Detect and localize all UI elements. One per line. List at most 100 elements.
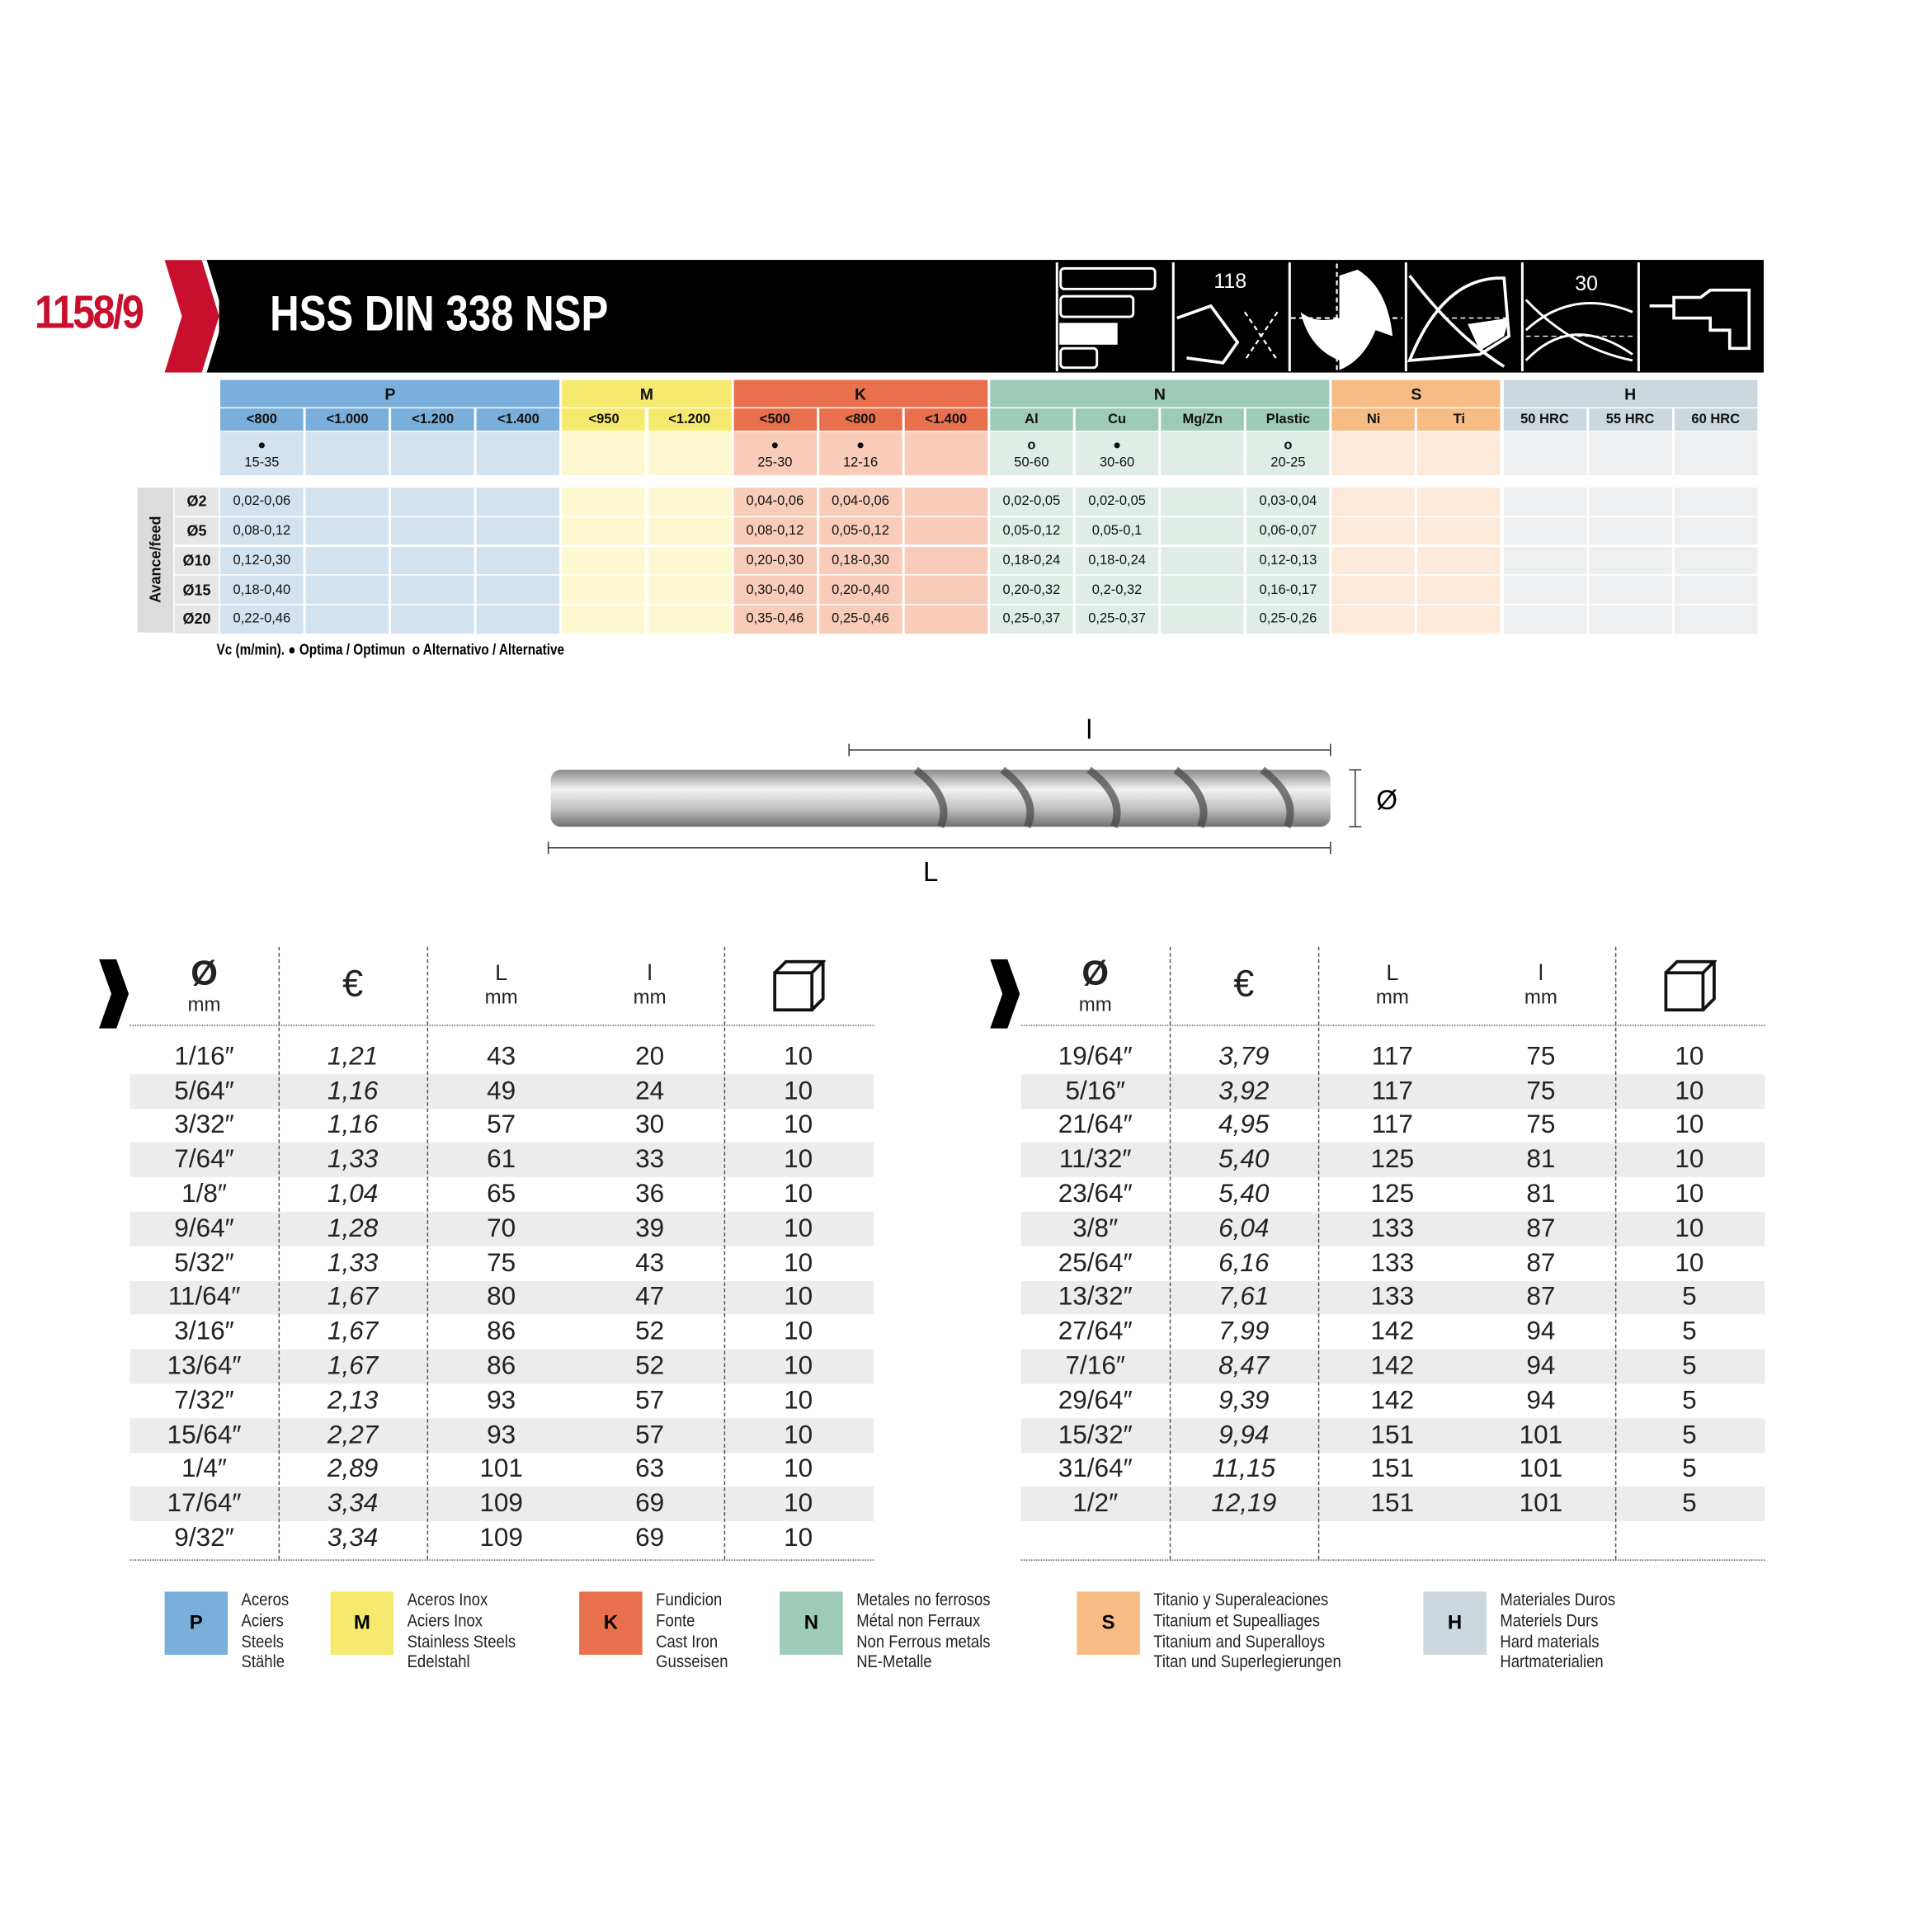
legend-line: Aceros: [241, 1589, 290, 1609]
feed-diameter: Ø15: [174, 576, 219, 604]
subheader-cell: Mg/Zn: [1161, 408, 1245, 431]
flute-length-cell: 20: [635, 1042, 665, 1071]
flute-length-cell: 69: [635, 1489, 665, 1518]
feed-value: [305, 576, 389, 604]
diameter-cell: 23/64″: [1058, 1179, 1133, 1209]
table-row: 31/64″ 11,15 151 101 5: [1021, 1453, 1765, 1487]
feed-value: 0,20-0,40: [818, 576, 902, 604]
feed-value: [391, 605, 475, 634]
feed-diameter: Ø20: [174, 605, 219, 634]
vc-value: 25-30: [757, 455, 793, 470]
feed-value: [1161, 576, 1245, 604]
diameter-cell: 5/16″: [1065, 1076, 1126, 1105]
legend-line: Non Ferrous metals: [856, 1630, 991, 1651]
legend-line: Edelstahl: [407, 1651, 470, 1671]
subheader-cell: <500: [733, 408, 817, 431]
total-length-cell: 86: [487, 1351, 516, 1380]
total-length-cell: 142: [1370, 1351, 1415, 1380]
vc-value: 20-25: [1270, 455, 1306, 470]
feed-value: [1417, 488, 1501, 516]
feed-value: 0,05-0,12: [990, 516, 1073, 545]
table-row: 3/16″ 1,67 86 52 10: [130, 1315, 874, 1350]
price-cell: 6,16: [1218, 1248, 1270, 1277]
total-length-cell: 57: [487, 1110, 516, 1140]
header-divider: [1020, 1025, 1765, 1026]
feed-value: [648, 576, 732, 604]
diameter-cell: 15/64″: [167, 1420, 242, 1449]
table-row: 9/32″ 3,34 109 69 10: [130, 1521, 874, 1556]
subheader-cell: <800: [818, 408, 902, 431]
feed-value: [562, 576, 646, 604]
feed-value: [562, 605, 646, 634]
legend-line: Aciers Inox: [407, 1609, 483, 1630]
feed-value: [648, 516, 732, 545]
feed-value: 0,12-0,13: [1246, 546, 1330, 575]
feed-value: [1503, 516, 1586, 545]
table-row: 25/64″ 6,16 133 87 10: [1021, 1246, 1765, 1280]
flute-length-cell: 39: [635, 1213, 665, 1243]
price-cell: 1,28: [327, 1213, 379, 1243]
feed-value: [1331, 488, 1416, 516]
feed-value: 0,08-0,12: [220, 516, 304, 545]
header-symbol: €: [342, 964, 364, 1006]
feed-value: [305, 546, 389, 575]
feed-value: [1588, 516, 1672, 545]
price-cell: 9,39: [1218, 1386, 1270, 1415]
pack-qty-cell: 10: [1675, 1042, 1704, 1071]
diameter-cell: 11/32″: [1058, 1145, 1132, 1174]
price-cell: 1,67: [327, 1351, 379, 1380]
feed-value: 0,20-0,32: [990, 576, 1073, 604]
package-box-icon: [1615, 947, 1764, 1024]
total-length-cell: 117: [1371, 1076, 1413, 1105]
feed-value: [1417, 516, 1501, 545]
table-row: 1/2″ 12,19 151 101 5: [1020, 1487, 1765, 1522]
total-length-cell: 61: [487, 1145, 516, 1174]
group-header-S: S: [1331, 379, 1501, 408]
pack-qty-cell: 10: [784, 1317, 813, 1346]
diameter-cell: 9/64″: [174, 1213, 234, 1243]
price-cell: 7,61: [1218, 1283, 1270, 1312]
diameter-cell: 1/16″: [174, 1042, 234, 1071]
legend-line: Fundicion: [656, 1589, 723, 1609]
diameter-cell: 11/64″: [167, 1283, 241, 1312]
feed-value: [391, 516, 475, 545]
legend-text: Aceros Inox Aciers Inox Stainless Steels Ed…: [408, 1589, 516, 1672]
hollow-dot-icon: o: [1027, 437, 1036, 453]
table-row: 7/16″ 8,47 142 94 5: [1020, 1349, 1765, 1384]
legend-line: Metales no ferrosos: [856, 1589, 991, 1609]
diameter-cell: 19/64″: [1058, 1042, 1133, 1071]
pack-qty-cell: 10: [784, 1179, 813, 1209]
flute-length-cell: 57: [635, 1420, 665, 1449]
group-header-H: H: [1503, 379, 1758, 408]
table-row: 5/32″ 1,33 75 43 10: [130, 1246, 874, 1280]
split-point-icon: [1288, 262, 1402, 372]
table-row: 15/64″ 2,27 93 57 10: [130, 1418, 874, 1453]
group-header-N: N: [990, 379, 1330, 408]
legend-line: Titanium and Superalloys: [1153, 1630, 1326, 1651]
subheader-cell: Al: [990, 408, 1073, 431]
product-title: HSS DIN 338 NSP: [270, 287, 609, 342]
legend-swatch: H: [1423, 1591, 1487, 1655]
table-row: 13/64″ 1,67 86 52 10: [130, 1349, 874, 1384]
price-cell: 3,92: [1218, 1076, 1270, 1105]
price-cell: 1,67: [327, 1317, 379, 1346]
price-cell: 5,40: [1218, 1145, 1270, 1174]
flute-length-cell: 52: [635, 1351, 665, 1380]
pack-qty-cell: 10: [784, 1454, 813, 1484]
feed-value: [648, 605, 732, 634]
table-row: 21/64″ 4,95 117 75 10: [1021, 1109, 1765, 1143]
feed-value: [1674, 576, 1758, 604]
subheader-cell: <950: [562, 408, 646, 431]
total-length-cell: 49: [487, 1076, 516, 1105]
legend-line: Materiales Duros: [1500, 1589, 1616, 1609]
legend-text: Aceros Aciers Steels Stähle: [242, 1589, 290, 1672]
feed-value: [562, 488, 646, 516]
feed-value: [1588, 576, 1672, 604]
price-cell: 1,67: [327, 1283, 379, 1312]
price-cell: 8,47: [1218, 1351, 1270, 1380]
column-divider: [1169, 946, 1171, 1560]
feed-value: [1503, 488, 1586, 516]
price-cell: 3,79: [1218, 1042, 1270, 1071]
feed-value: 0,2-0,32: [1075, 576, 1159, 604]
